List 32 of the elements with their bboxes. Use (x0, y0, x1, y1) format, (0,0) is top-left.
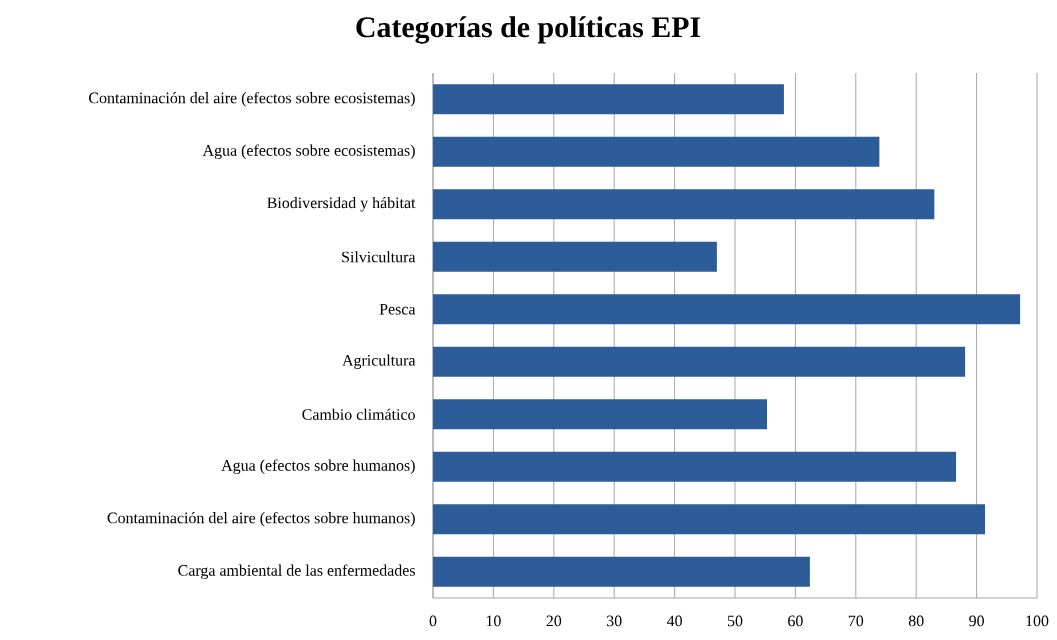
x-tick-label: 90 (969, 615, 984, 627)
bar (433, 136, 880, 167)
y-tick-label: Pesca (379, 303, 416, 315)
y-tick-label: Biodiversidad y hábitat (267, 196, 416, 212)
x-tick-label: 30 (607, 615, 622, 627)
x-tick-label: 0 (429, 615, 437, 627)
x-tick-label: 10 (486, 615, 501, 627)
x-tick-label: 40 (666, 615, 682, 627)
x-tick-label: 70 (848, 615, 864, 627)
y-tick-label: Contaminación del aire (efectos sobre ecosistemas) (89, 91, 415, 107)
y-tick-label: Agua (efectos sobre ecosistemas) (202, 144, 415, 160)
bar (433, 294, 1021, 325)
chart-title: Categorías de políticas EPI (356, 16, 701, 44)
y-tick-label: Carga ambiental de las enfermedades (178, 564, 415, 580)
bar (433, 451, 957, 482)
bar (433, 241, 717, 272)
bar (433, 189, 935, 220)
bar (433, 504, 986, 535)
y-tick-label: Agua (efectos sobre humanos) (221, 459, 415, 475)
bar (433, 399, 768, 430)
x-tick-label: 80 (908, 615, 924, 627)
x-tick-label: 100 (1026, 615, 1049, 627)
y-tick-label: Cambio climático (302, 408, 415, 420)
y-tick-label: Contaminación del aire (efectos sobre humanos) (107, 511, 415, 527)
x-tick-label: 20 (546, 615, 562, 627)
bar (433, 84, 784, 115)
x-tick-label: 60 (788, 615, 803, 627)
y-tick-label: Agricultura (342, 354, 416, 369)
y-tick-label: Silvicultura (342, 251, 416, 263)
bar (433, 556, 810, 587)
bar (433, 346, 966, 377)
x-tick-label: 50 (727, 615, 743, 627)
